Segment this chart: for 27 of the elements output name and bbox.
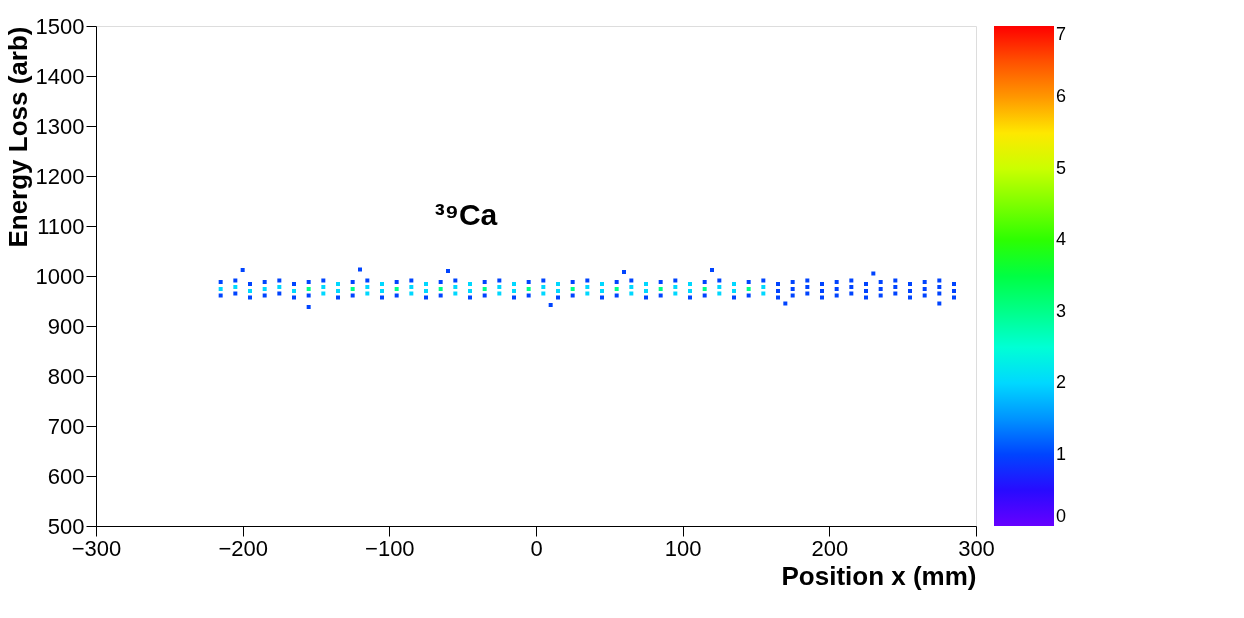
y-tick-label: 1300 — [35, 113, 85, 139]
x-tick-label: −200 — [218, 535, 268, 561]
y-tick-label: 700 — [47, 413, 85, 439]
x-tick-label: 0 — [530, 535, 543, 561]
y-tick-label: 800 — [47, 363, 85, 389]
y-tick-label: 1000 — [35, 263, 85, 289]
x-tick-label: 100 — [664, 535, 702, 561]
color-bar-label: 1 — [1056, 443, 1067, 464]
y-axis-title: Energy Loss (arb) — [2, 26, 33, 248]
color-bar-label: 6 — [1056, 86, 1067, 107]
y-tick-label: 1200 — [35, 163, 85, 189]
y-tick-label: 1500 — [35, 13, 85, 39]
color-bar-label: 4 — [1056, 229, 1067, 250]
y-tick-label: 1400 — [35, 63, 85, 89]
y-tick-label: 1100 — [37, 213, 85, 239]
color-bar-label: 3 — [1056, 300, 1067, 321]
annotation: ³⁹Ca — [434, 198, 498, 231]
color-bar-label: 7 — [1056, 24, 1067, 44]
y-tick-label: 900 — [47, 313, 85, 339]
color-bar-label: 2 — [1056, 372, 1067, 393]
color-bar-label: 5 — [1056, 157, 1067, 178]
x-tick-label: 300 — [958, 535, 995, 561]
y-tick-label: 600 — [47, 463, 85, 489]
color-bar-label: 0 — [1056, 506, 1067, 526]
x-tick-label: 200 — [811, 535, 849, 561]
x-axis-title: Position x (mm) — [781, 560, 977, 591]
x-tick-label: −100 — [365, 535, 415, 561]
